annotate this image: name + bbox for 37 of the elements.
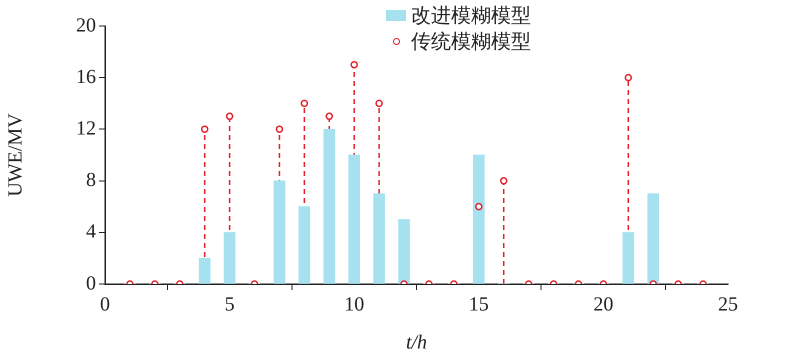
- x-tick-label: 5: [224, 293, 235, 316]
- point: [276, 125, 284, 133]
- y-tick-label: 0: [86, 272, 96, 294]
- point: [200, 125, 208, 133]
- bar: [224, 232, 236, 284]
- bar: [323, 128, 336, 284]
- point: [300, 100, 308, 108]
- x-tick-label: 25: [718, 293, 738, 316]
- bar: [298, 206, 310, 284]
- point: [475, 202, 483, 210]
- x-tick-label: 10: [344, 293, 364, 316]
- point: [226, 112, 234, 120]
- bar: [647, 193, 660, 284]
- bar: [348, 154, 360, 284]
- bar: [274, 180, 286, 284]
- legend-label: 传统模糊模型: [411, 28, 531, 54]
- bar: [198, 258, 211, 284]
- bar: [398, 219, 410, 284]
- bar: [472, 154, 485, 284]
- bar: [622, 232, 634, 284]
- point: [624, 74, 632, 82]
- y-tick-label: 8: [86, 169, 96, 192]
- point: [350, 60, 358, 68]
- x-axis-title: t/h: [406, 331, 428, 354]
- x-tick-label: 15: [468, 293, 489, 316]
- y-tick-label: 4: [86, 220, 96, 243]
- x-tick-label: 20: [593, 293, 614, 316]
- y-axis-title: UWE/MV: [4, 112, 26, 197]
- point: [500, 177, 508, 185]
- point: [326, 112, 334, 120]
- legend-label: 改进模糊模型: [411, 2, 531, 28]
- bar: [373, 193, 385, 284]
- y-tick-label: 12: [76, 117, 96, 140]
- y-tick-label: 16: [76, 66, 96, 88]
- x-tick-label: 0: [100, 293, 110, 316]
- point: [375, 100, 383, 108]
- y-tick-label: 20: [76, 14, 96, 36]
